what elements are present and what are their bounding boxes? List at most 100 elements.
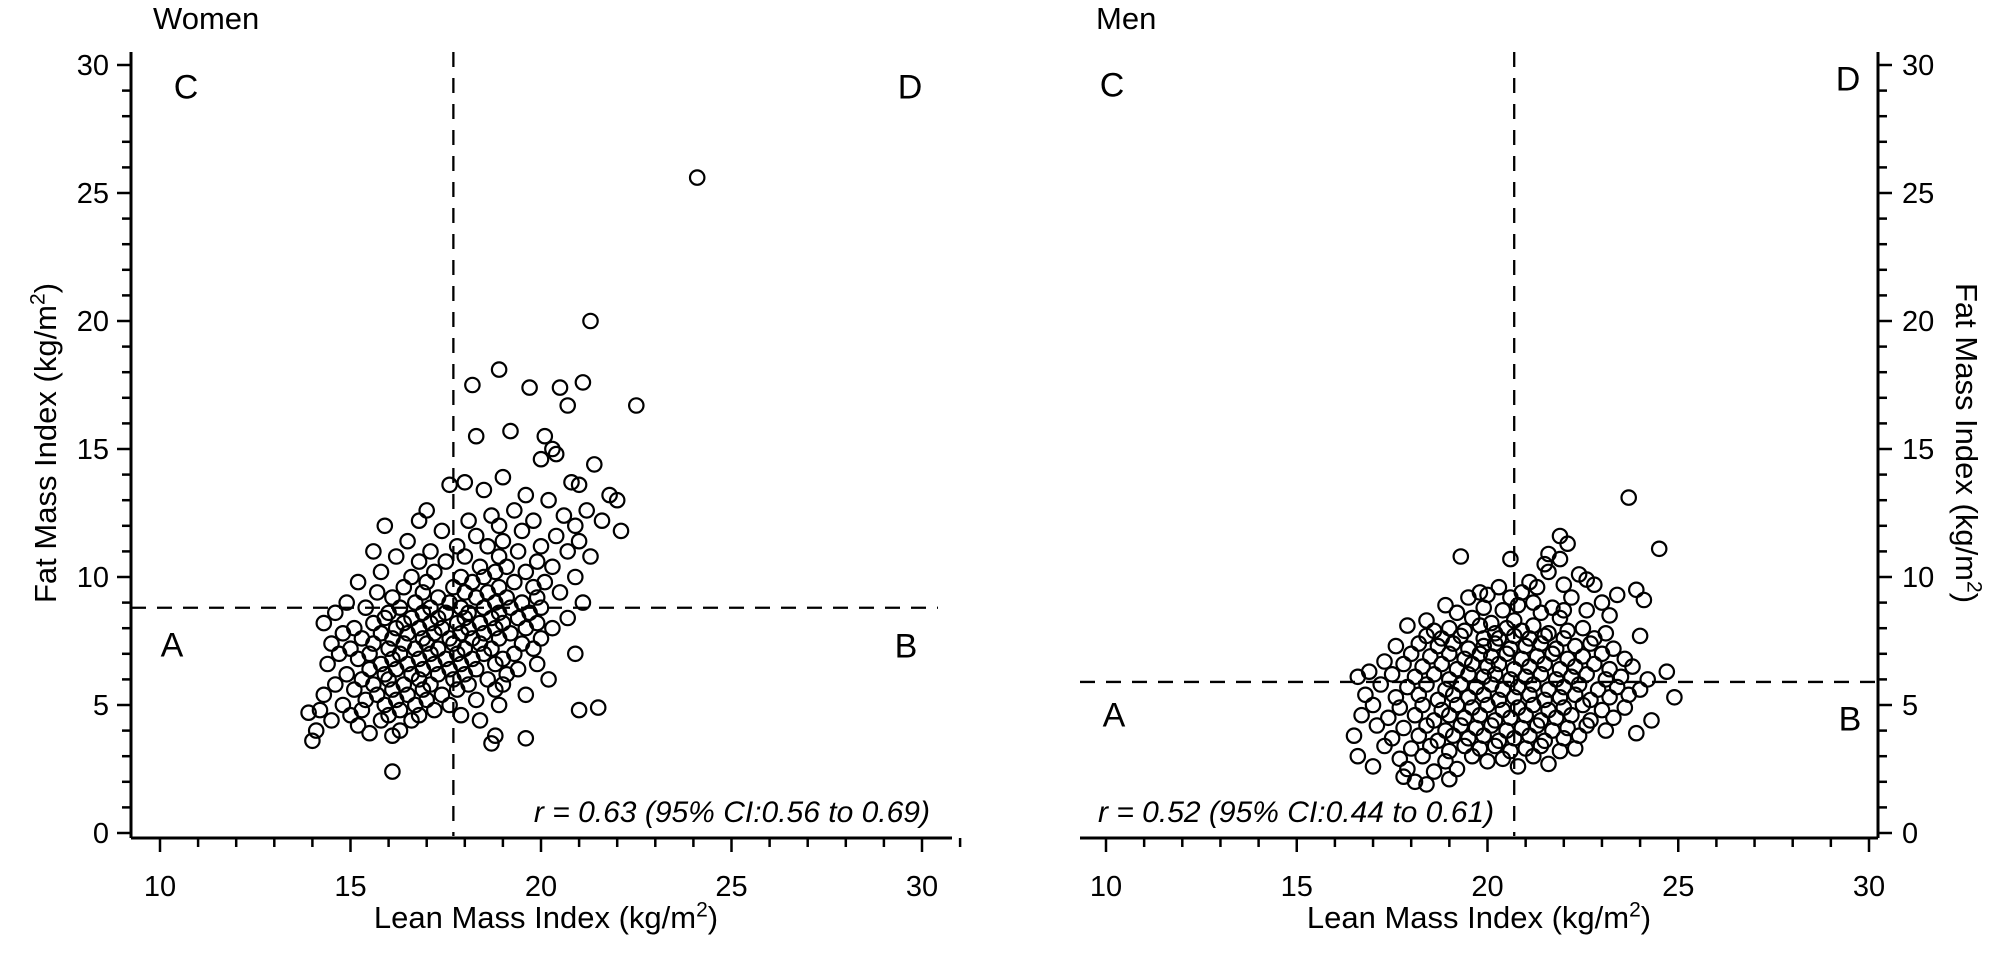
data-point <box>1650 540 1668 558</box>
data-point <box>323 712 340 729</box>
data-point <box>460 512 477 529</box>
y-tick-label: 0 <box>1902 818 1918 850</box>
data-point <box>627 397 645 414</box>
y-tick-label: 5 <box>1902 690 1918 722</box>
data-point <box>574 594 592 611</box>
data-point <box>1368 717 1386 734</box>
data-point <box>528 655 546 673</box>
data-point <box>521 379 538 396</box>
data-point <box>1410 686 1428 704</box>
quadrant-label-b-men: B <box>1838 700 1862 739</box>
data-point <box>357 691 374 709</box>
data-point <box>1418 676 1435 693</box>
data-point <box>1452 548 1470 565</box>
data-point <box>1502 550 1519 568</box>
data-point <box>1494 681 1512 698</box>
data-point <box>1601 607 1618 624</box>
data-point <box>1414 747 1431 765</box>
data-point <box>418 502 435 519</box>
data-point <box>441 476 458 494</box>
data-point <box>1486 665 1504 683</box>
data-point <box>399 624 416 642</box>
y-axis-title-end: ) <box>28 282 63 294</box>
data-point <box>1353 706 1370 724</box>
data-point <box>334 696 352 714</box>
y-tick-label: 30 <box>1902 50 1934 82</box>
data-point <box>505 573 523 591</box>
data-point <box>1345 727 1363 744</box>
data-point <box>1624 658 1641 675</box>
data-point <box>307 722 325 739</box>
data-point <box>1376 737 1393 755</box>
data-point <box>365 635 382 652</box>
y-axis-title-women: Fat Mass Index (kg/m2) <box>26 282 64 604</box>
y-axis-title-sup: 2 <box>26 293 50 305</box>
data-point <box>357 599 374 616</box>
data-point <box>1551 742 1569 760</box>
y-tick-label: 10 <box>77 562 109 594</box>
data-point <box>528 553 546 570</box>
data-point <box>547 445 565 463</box>
y-tick-label: 15 <box>1902 434 1934 466</box>
data-point <box>448 681 466 698</box>
data-point <box>384 589 401 606</box>
y-axis-title-men: Fat Mass Index (kg/m2) <box>1948 283 1985 603</box>
data-point <box>1540 755 1557 773</box>
data-point <box>300 704 317 721</box>
data-point <box>517 486 535 504</box>
data-point <box>582 548 599 565</box>
data-point <box>1460 729 1477 747</box>
data-point <box>574 374 592 391</box>
y-tick-label: 0 <box>93 818 109 850</box>
y-axis-title-text: Fat Mass Index (kg/m <box>28 304 63 604</box>
data-point <box>330 645 348 663</box>
data-point <box>1566 637 1584 655</box>
data-point <box>486 681 504 698</box>
data-point <box>536 427 554 445</box>
data-point <box>490 696 508 714</box>
data-point <box>544 558 561 576</box>
data-point <box>425 563 443 581</box>
data-point <box>345 681 363 698</box>
data-point <box>433 686 451 704</box>
data-point <box>1429 691 1447 709</box>
data-point <box>384 763 401 780</box>
data-point <box>1631 627 1649 645</box>
data-point <box>1509 596 1527 614</box>
y-tick-label: 25 <box>77 178 109 210</box>
data-point <box>1460 688 1477 706</box>
data-point <box>528 589 546 606</box>
data-point <box>544 619 561 637</box>
data-point <box>1406 706 1424 724</box>
data-point <box>1479 752 1496 770</box>
data-point <box>1395 655 1412 673</box>
data-point <box>467 527 485 545</box>
data-point <box>593 512 611 529</box>
data-point <box>395 578 413 596</box>
data-point <box>578 502 595 519</box>
quadrant-label-d-men: D <box>1835 60 1861 99</box>
data-point <box>1475 686 1492 704</box>
data-point <box>1551 609 1569 627</box>
data-point <box>1444 635 1462 652</box>
x-axis-title-men: Lean Mass Index (kg/m2) <box>1307 900 1651 936</box>
data-point <box>1635 591 1653 609</box>
data-point <box>406 640 424 657</box>
data-point <box>1586 655 1603 673</box>
data-point <box>1448 760 1466 778</box>
data-point <box>502 422 519 440</box>
data-point <box>338 665 355 683</box>
data-point <box>559 543 576 560</box>
y-tick-label: 30 <box>77 50 109 82</box>
data-point <box>1406 773 1424 791</box>
data-point <box>1418 612 1435 629</box>
data-point <box>1349 747 1367 765</box>
data-point <box>403 568 420 586</box>
x-tick-label: 25 <box>1662 871 1694 903</box>
data-point <box>1437 596 1454 614</box>
data-point <box>525 512 542 529</box>
data-point <box>471 712 489 729</box>
data-point <box>1566 740 1584 757</box>
data-point <box>1525 747 1542 765</box>
